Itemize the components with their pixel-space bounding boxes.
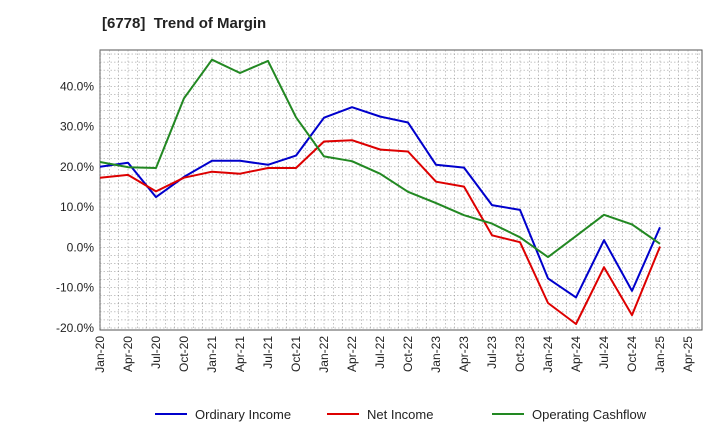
x-tick-label: Jul-20 [149, 336, 163, 369]
x-tick-label: Jan-21 [205, 336, 219, 373]
x-tick-label: Oct-21 [289, 336, 303, 372]
x-tick-label: Apr-24 [569, 336, 583, 372]
x-tick-label: Oct-24 [625, 336, 639, 372]
ordinary-income-line [99, 106, 661, 299]
x-tick-label: Jan-22 [317, 336, 331, 373]
plot-frame [99, 49, 703, 331]
y-tick-label: 0.0% [67, 240, 95, 254]
y-tick-label: 30.0% [60, 120, 94, 134]
x-tick-label: Apr-20 [121, 336, 135, 372]
y-tick-label: -10.0% [56, 281, 94, 295]
x-tick-label: Apr-21 [233, 336, 247, 372]
net-income-line [99, 139, 661, 325]
y-tick-label: 10.0% [60, 200, 94, 214]
operating-cashflow-line [99, 58, 661, 259]
y-tick-label: -20.0% [56, 321, 94, 335]
x-tick-label: Oct-23 [513, 336, 527, 372]
x-tick-label: Apr-25 [681, 336, 695, 372]
legend-label: Ordinary Income [195, 407, 291, 422]
x-tick-label: Jan-24 [541, 336, 555, 373]
x-tick-label: Jul-24 [597, 336, 611, 369]
legend-label: Operating Cashflow [532, 407, 647, 422]
x-tick-label: Jan-23 [429, 336, 443, 373]
x-tick-label: Apr-23 [457, 336, 471, 372]
y-tick-label: 20.0% [60, 160, 94, 174]
chart-title: [6778] Trend of Margin [102, 15, 267, 32]
x-tick-label: Jul-22 [373, 336, 387, 369]
x-tick-label: Jul-23 [485, 336, 499, 369]
y-tick-label: 40.0% [60, 79, 94, 93]
x-tick-label: Apr-22 [345, 336, 359, 372]
x-tick-label: Jul-21 [261, 336, 275, 369]
x-tick-label: Oct-20 [177, 336, 191, 372]
x-tick-label: Oct-22 [401, 336, 415, 372]
x-tick-label: Jan-20 [93, 336, 107, 373]
x-tick-label: Jan-25 [653, 336, 667, 373]
legend-label: Net Income [367, 407, 433, 422]
